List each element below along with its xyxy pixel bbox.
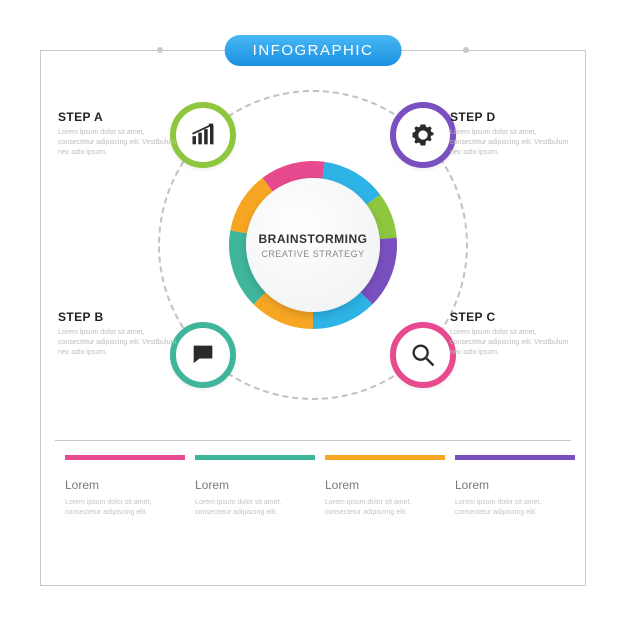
- header-label: INFOGRAPHIC: [253, 42, 374, 59]
- step-c-body: Lorem ipsum dolor sit amet, consectetur …: [450, 328, 570, 358]
- node-step-a: [170, 322, 236, 388]
- center-disc: BRAINSTORMING CREATIVE STRATEGY: [246, 178, 380, 312]
- title-dot-right: [463, 47, 469, 53]
- center-subtitle: CREATIVE STRATEGY: [261, 249, 364, 259]
- step-a-block: STEP A Lorem ipsum dolor sit amet, conse…: [58, 110, 178, 158]
- step-d-block: STEP D Lorem ipsum dolor sit amet, conse…: [450, 110, 570, 158]
- footer-col-3-bar: [325, 455, 445, 460]
- search-icon: [409, 341, 437, 369]
- step-b-title: STEP B: [58, 310, 178, 324]
- step-a-body: Lorem ipsum dolor sit amet, consectetur …: [58, 128, 178, 158]
- footer-col-3: Lorem Lorem ipsum dolor sit amet, consec…: [325, 455, 445, 518]
- step-b-body: Lorem ipsum dolor sit amet, consectetur …: [58, 328, 178, 358]
- step-a-title: STEP A: [58, 110, 178, 124]
- footer-col-4-bar: [455, 455, 575, 460]
- footer-col-1-title: Lorem: [65, 478, 185, 492]
- footer-col-4: Lorem Lorem ipsum dolor sit amet, consec…: [455, 455, 575, 518]
- header-pill: INFOGRAPHIC: [225, 35, 402, 66]
- footer-col-2-title: Lorem: [195, 478, 315, 492]
- step-c-title: STEP C: [450, 310, 570, 324]
- footer-col-3-title: Lorem: [325, 478, 445, 492]
- footer-col-1-bar: [65, 455, 185, 460]
- step-d-title: STEP D: [450, 110, 570, 124]
- footer-col-3-body: Lorem ipsum dolor sit amet, consectetur …: [325, 498, 445, 518]
- step-b-block: STEP B Lorem ipsum dolor sit amet, conse…: [58, 310, 178, 358]
- footer-col-4-title: Lorem: [455, 478, 575, 492]
- title-connector-left: [160, 50, 200, 51]
- title-dot-left: [157, 47, 163, 53]
- footer-col-2-body: Lorem ipsum dolor sit amet, consectetur …: [195, 498, 315, 518]
- node-step-c: [390, 102, 456, 168]
- footer-separator: [55, 440, 571, 441]
- footer-col-1: Lorem Lorem ipsum dolor sit amet, consec…: [65, 455, 185, 518]
- footer-col-2-bar: [195, 455, 315, 460]
- footer-col-4-body: Lorem ipsum dolor sit amet, consectetur …: [455, 498, 575, 518]
- chart-icon: [189, 121, 217, 149]
- step-d-body: Lorem ipsum dolor sit amet, consectetur …: [450, 128, 570, 158]
- footer-col-2: Lorem Lorem ipsum dolor sit amet, consec…: [195, 455, 315, 518]
- title-connector-right: [426, 50, 466, 51]
- chat-icon: [189, 341, 217, 369]
- center-title: BRAINSTORMING: [259, 232, 368, 246]
- step-c-block: STEP C Lorem ipsum dolor sit amet, conse…: [450, 310, 570, 358]
- node-step-b: [390, 322, 456, 388]
- gear-icon: [409, 121, 437, 149]
- footer-col-1-body: Lorem ipsum dolor sit amet, consectetur …: [65, 498, 185, 518]
